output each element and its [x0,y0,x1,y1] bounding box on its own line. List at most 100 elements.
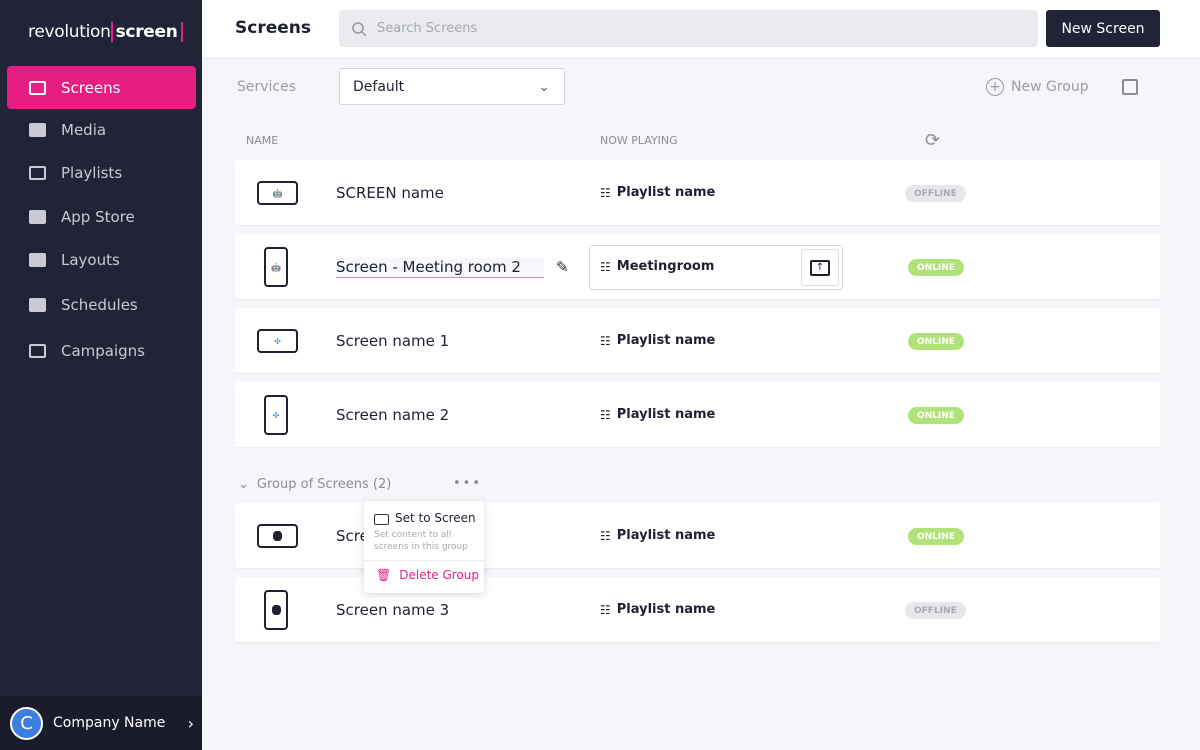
apps-icon [28,209,46,225]
sidebar-item-label: Schedules [61,295,138,314]
screen-row[interactable]: ✣ Screen name 2 ☷ Playlist name ONLINE [235,382,1160,447]
new-group-label: New Group [1011,79,1089,95]
select-all-checkbox[interactable] [1122,79,1138,95]
new-group-button[interactable]: + New Group [986,78,1089,96]
tv-icon [28,80,46,96]
sidebar-item-label: Campaigns [61,341,146,360]
screen-name: Screen name 2 [336,406,450,424]
playlist-icon: ☷ [600,333,611,348]
group-label: Group of Screens (2) [256,477,392,492]
playlist-icon: ☷ [600,259,611,274]
playlist-name: Playlist name [616,528,716,543]
sidebar-item-label: Playlists [61,163,123,182]
sidebar-item-campaigns[interactable]: Campaigns [7,329,196,372]
now-playing-box[interactable]: ↑ [589,245,843,290]
sidebar: revolution screen Screens Media Playlists Ap… [0,0,202,750]
now-playing: ☷ Playlist name [600,407,715,422]
screen-name: SCREEN name [336,184,444,202]
playlist-name: Playlist name [616,333,716,348]
group-header[interactable]: ⌄ Group of Screens (2) [238,477,391,492]
playlist-icon: ☷ [600,185,611,200]
set-to-screen-item[interactable]: Set to Screen Set content to all screens… [374,511,478,553]
playlist-name: Playlist name [616,407,716,422]
sidebar-item-label: Layouts [61,250,120,269]
pencil-icon[interactable]: ✎ [556,258,569,276]
windmill-device-icon: ✣ [264,395,288,435]
now-playing: ☷ Playlist name [600,602,715,617]
page-title: Screens [235,18,311,38]
playlist-icon: ☷ [600,602,611,617]
topbar: Screens Search Screens New Screen [202,0,1200,59]
new-screen-button[interactable]: New Screen [1046,10,1160,47]
playlist-icon [28,165,46,181]
screen-row[interactable]: 🤖 Screen - Meeting room 2 ✎ ↑ ☷ Meetingroo… [235,234,1160,299]
now-playing: ☷ Meetingroom [600,259,714,274]
playlist-icon: ☷ [600,407,611,422]
search-input[interactable]: Search Screens [339,10,1038,47]
now-playing: ☷ Playlist name [600,185,715,200]
screen-name[interactable]: Screen - Meeting room 2 [336,258,544,278]
logo-text: revolution [28,22,111,42]
services-value: Default [353,78,405,95]
playlist-name: Meetingroom [616,259,715,274]
windmill-device-icon: ✣ [257,329,298,353]
status-badge: OFFLINE [905,185,966,202]
apple-device-icon [264,590,288,630]
trash-icon: 🗑 [376,568,392,582]
now-playing: ☷ Playlist name [600,333,715,348]
sidebar-item-label: Screens [61,78,121,97]
status-badge: ONLINE [908,259,964,276]
screen-row[interactable]: ✣ Screen name 1 ☷ Playlist name ONLINE [235,308,1160,373]
avatar: C [10,706,43,740]
plus-circle-icon: + [986,78,1004,96]
chevron-down-icon: ⌄ [538,79,550,95]
delete-group-label: Delete Group [399,568,480,582]
sidebar-item-playlists[interactable]: Playlists [7,151,196,194]
delete-group-item[interactable]: 🗑 Delete Group [376,568,479,582]
layout-icon [28,252,46,268]
cast-icon [374,513,389,525]
status-badge: ONLINE [908,407,964,424]
status-badge: ONLINE [908,333,964,350]
chevron-right-icon: › [187,713,194,733]
android-device-icon: 🤖 [257,181,298,205]
company-name: Company Name [53,715,166,731]
status-badge: OFFLINE [905,602,966,619]
android-device-icon: 🤖 [264,247,288,287]
set-content-button[interactable]: ↑ [801,249,839,286]
services-label: Services [237,79,297,95]
chevron-down-icon: ⌄ [238,477,249,492]
logo-accent: screen [110,22,183,42]
sidebar-item-media[interactable]: Media [7,108,196,151]
search-placeholder: Search Screens [377,21,478,36]
sidebar-item-layouts[interactable]: Layouts [7,238,196,281]
screen-name: Scre [336,527,369,545]
screen-name: Screen name 1 [336,332,450,350]
sidebar-item-schedules[interactable]: Schedules [7,283,196,326]
set-to-screen-description: Set content to all screens in this group [374,530,468,552]
account-switcher[interactable]: C Company Name › [0,696,202,750]
column-now-playing: NOW PLAYING [600,134,678,147]
sidebar-item-app-store[interactable]: App Store [7,195,196,238]
apple-device-icon [257,524,298,548]
screen-name: Screen name 3 [336,601,450,619]
now-playing: ☷ Playlist name [600,528,715,543]
refresh-icon[interactable]: ⟳ [925,130,941,151]
playlist-name: Playlist name [616,185,716,200]
folder-icon [28,122,46,138]
sidebar-item-screens[interactable]: Screens [7,66,196,109]
context-menu: Set to Screen Set content to all screens… [364,501,484,593]
services-select[interactable]: Default ⌄ [339,68,565,105]
playlist-icon: ☷ [600,528,611,543]
playlist-name: Playlist name [616,602,716,617]
screen-row[interactable]: 🤖 SCREEN name ☷ Playlist name OFFLINE [235,160,1160,225]
monitor-icon [28,343,46,359]
status-badge: ONLINE [908,528,964,545]
schedule-icon [28,297,46,313]
sidebar-item-label: App Store [61,207,135,226]
cast-icon: ↑ [810,259,830,276]
search-icon [352,21,367,37]
sidebar-item-label: Media [61,120,107,139]
more-options-icon[interactable]: ••• [453,476,483,491]
logo: revolution screen [28,22,183,42]
